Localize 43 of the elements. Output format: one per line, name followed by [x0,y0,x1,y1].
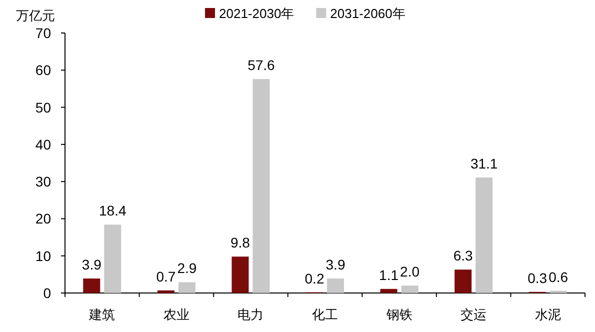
y-axis-title: 万亿元 [16,8,55,23]
bar [252,79,270,293]
x-tick-label: 钢铁 [385,307,412,322]
x-tick-label: 水泥 [534,307,561,322]
data-label: 0.2 [304,270,324,286]
bar [380,288,398,293]
bar [401,286,418,293]
data-label: 6.3 [453,248,474,264]
bar [178,282,196,293]
x-tick-label: 农业 [163,307,190,322]
y-tick-label: 0 [43,285,52,301]
data-label: 3.9 [326,256,346,273]
bar [232,256,249,293]
y-tick-label: 60 [35,62,52,78]
data-label: 1.1 [379,266,399,283]
y-tick-label: 30 [35,174,52,190]
data-label: 2.9 [177,260,197,276]
bar [157,290,174,293]
data-label: 2.0 [400,264,420,280]
data-label: 3.9 [82,256,102,273]
y-tick-label: 10 [35,248,52,264]
y-tick-label: 40 [35,136,52,152]
bar [476,177,493,293]
data-label: 0.7 [156,268,176,284]
data-label: 9.8 [230,234,250,251]
y-tick-label: 70 [35,25,52,41]
bar [327,278,344,293]
y-tick-label: 50 [35,99,52,116]
y-tick-label: 20 [35,210,52,227]
legend-label: 2031-2060年 [330,6,406,21]
x-tick-label: 建筑 [88,307,116,322]
bar [104,224,122,293]
data-label: 18.4 [99,202,126,219]
bar [83,278,100,293]
data-label: 0.3 [528,270,548,286]
x-tick-label: 交运 [460,307,487,322]
data-label: 0.6 [548,268,568,285]
x-tick-label: 化工 [312,307,338,322]
data-label: 31.1 [470,155,498,172]
bar [454,270,472,293]
legend-label: 2021-2030年 [219,6,294,21]
x-tick-label: 电力 [238,307,264,322]
data-label: 57.6 [248,57,276,74]
